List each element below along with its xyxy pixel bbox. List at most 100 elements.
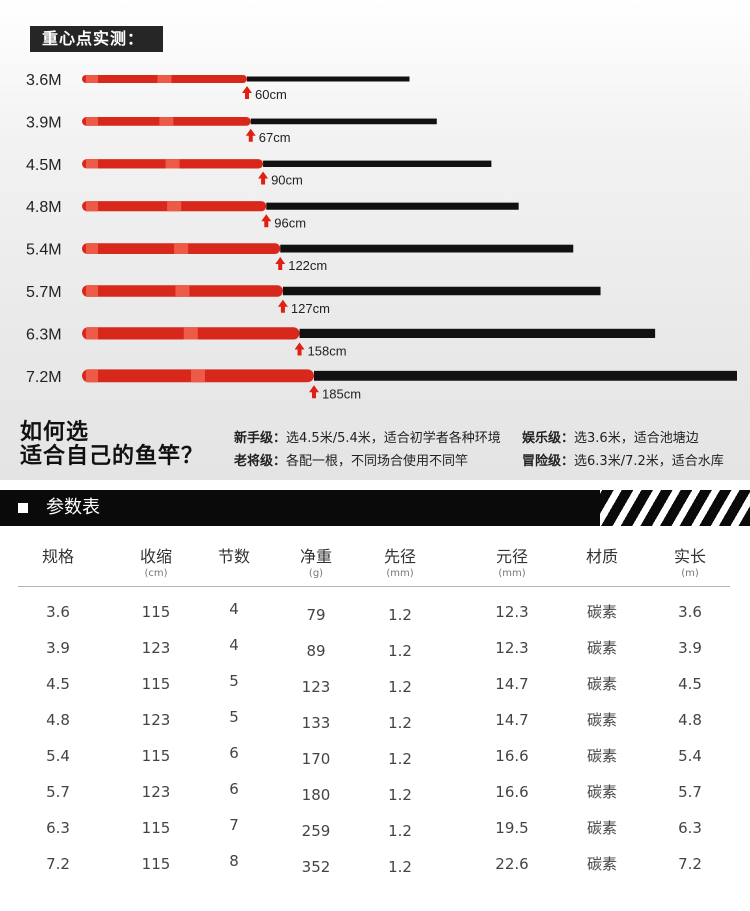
balance-point-label: 122cm (288, 258, 327, 273)
table-cell: 133 (301, 714, 331, 732)
rod-handle-highlight (86, 369, 98, 383)
balance-point-label: 67cm (259, 130, 291, 145)
table-cell: 1.2 (388, 642, 412, 660)
table-cell: 123 (141, 711, 171, 729)
column-header-unit: (mm) (498, 568, 526, 579)
table-cell: 14.7 (495, 711, 529, 729)
rod-handle-highlight (86, 159, 98, 169)
balance-arrow-stem (297, 348, 302, 356)
table-header-divider (18, 586, 730, 587)
guide-title-line1: 如何选 (20, 420, 90, 445)
balance-arrow-icon (261, 214, 272, 222)
rod-handle-highlight (86, 117, 98, 126)
column-header: 元径 (mm) (472, 548, 552, 580)
column-header-name: 材质 (585, 547, 618, 566)
column-header-name: 节数 (217, 547, 250, 566)
table-cell: 14.7 (495, 675, 529, 693)
table-cell: 170 (301, 750, 331, 768)
table-cell: 6.3 (678, 819, 702, 837)
section-label: 重心点实测： (30, 26, 163, 52)
guide-title: 如何选 适合自己的鱼竿？ (20, 421, 204, 469)
table-cell: 5 (229, 672, 239, 690)
table-cell: 3.6 (46, 603, 70, 621)
balance-chart-section: 3.6M 60cm 3.9M 67cm 4.5M 90cm 4.8M 96cm 5.4M 122c… (0, 0, 750, 480)
table-cell: 碳素 (586, 639, 617, 657)
table-cell: 5.7 (678, 783, 702, 801)
table-cell: 碳素 (586, 855, 617, 873)
table-cell: 3.9 (678, 639, 702, 657)
rod-length-label: 3.9M (26, 114, 62, 131)
table-cell: 4 (229, 600, 239, 618)
balance-arrow-stem (248, 134, 253, 142)
table-cell: 115 (141, 855, 171, 873)
rod-blank-bar (250, 118, 437, 125)
balance-arrow-stem (280, 305, 285, 313)
diagonal-stripes-decoration (600, 490, 750, 526)
column-header-unit: (m) (681, 568, 699, 579)
table-cell: 7.2 (678, 855, 702, 873)
table-cell: 3.9 (46, 639, 70, 657)
rod-handle-highlight (157, 75, 172, 83)
column-header-unit: (cm) (144, 568, 168, 579)
balance-arrow-stem (264, 220, 269, 228)
table-cell: 115 (141, 747, 171, 765)
table-cell: 7 (229, 816, 239, 834)
table-cell: 6 (229, 780, 239, 798)
balance-arrow-stem (278, 263, 283, 270)
table-cell: 6.3 (46, 819, 70, 837)
column-header: 材质 (562, 548, 642, 566)
table-cell: 16.6 (495, 783, 529, 801)
table-cell: 19.5 (495, 819, 529, 837)
rod-length-label: 5.7M (26, 284, 62, 301)
rod-handle-highlight (86, 243, 98, 254)
table-cell: 5.4 (46, 747, 70, 765)
square-bullet-icon (18, 503, 28, 513)
guide-title-line2: 适合自己的鱼竿？ (20, 444, 205, 469)
balance-arrow-stem (261, 177, 266, 185)
table-cell: 180 (301, 786, 331, 804)
table-cell: 碳素 (586, 747, 617, 765)
rod-handle-highlight (183, 327, 198, 340)
balance-arrow-icon (277, 299, 288, 307)
table-cell: 123 (301, 678, 331, 696)
table-cell: 22.6 (495, 855, 529, 873)
table-cell: 115 (141, 675, 171, 693)
rod-handle-highlight (86, 201, 98, 212)
table-cell: 352 (301, 858, 331, 876)
table-cell: 4.5 (46, 675, 70, 693)
rod-handle-highlight (86, 285, 98, 297)
column-header: 净重 (g) (276, 548, 356, 580)
column-header-name: 净重 (299, 547, 332, 566)
guide-item-leisure: 娱乐级：选3.6米，适合池塘边 (522, 427, 699, 446)
table-cell: 115 (141, 603, 171, 621)
rod-blank-bar (314, 370, 737, 381)
table-cell: 碳素 (586, 819, 617, 837)
table-cell: 5.4 (678, 747, 702, 765)
guide-level-desc: 选4.5米/5.4米，适合初学者各种环境 (286, 431, 501, 446)
guide-level-label: 娱乐级： (522, 431, 575, 446)
table-cell: 89 (306, 642, 326, 660)
balance-arrow-icon (242, 86, 252, 93)
guide-item-veteran: 老将级：各配一根，不同场合使用不同竿 (234, 450, 468, 469)
rod-blank-bar (299, 328, 656, 338)
balance-arrow-icon (245, 128, 256, 136)
rod-length-label: 7.2M (26, 369, 62, 386)
balance-arrow-icon (275, 257, 286, 264)
table-cell: 7.2 (46, 855, 70, 873)
guide-item-adventure: 冒险级：选6.3米/7.2米，适合水库 (522, 450, 724, 469)
table-cell: 1.2 (388, 822, 412, 840)
table-cell: 12.3 (495, 639, 529, 657)
balance-point-label: 60cm (255, 87, 287, 102)
column-header-name: 收缩 (139, 547, 172, 566)
balance-point-label: 90cm (271, 173, 303, 188)
table-cell: 79 (306, 606, 326, 624)
table-cell: 259 (301, 822, 331, 840)
params-header-bar: 参数表 (0, 490, 750, 526)
column-header: 收缩 (cm) (116, 548, 196, 580)
table-cell: 碳素 (586, 783, 617, 801)
guide-level-label: 新手级： (234, 431, 287, 446)
rod-length-label: 5.4M (26, 242, 62, 259)
rod-blank-bar (266, 202, 519, 210)
table-cell: 4.8 (678, 711, 702, 729)
column-header: 实长 (m) (650, 548, 730, 580)
